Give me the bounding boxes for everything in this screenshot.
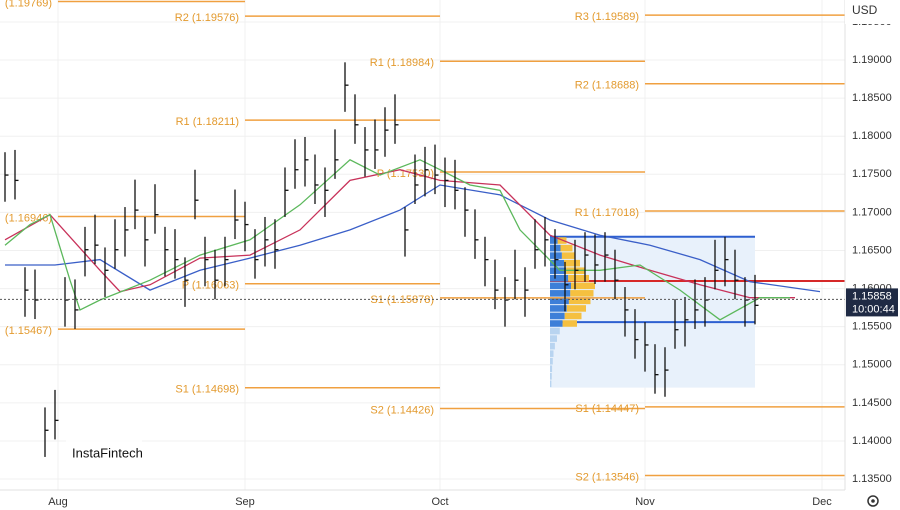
y-tick-label: 1.19000 bbox=[852, 54, 892, 66]
pivot-label: (1.15467) bbox=[5, 325, 52, 337]
y-tick-label: 1.14500 bbox=[852, 397, 892, 409]
pivot-label: (1.16946) bbox=[5, 212, 52, 224]
moving-average bbox=[4, 159, 790, 321]
y-tick-label: 1.13500 bbox=[852, 473, 892, 485]
profile-bar bbox=[560, 244, 573, 252]
moving-average bbox=[4, 169, 795, 299]
y-tick-label: 1.16500 bbox=[852, 244, 892, 256]
y-tick-label: 1.17000 bbox=[852, 206, 892, 218]
profile-bar bbox=[550, 350, 554, 357]
profile-bar bbox=[550, 335, 557, 342]
profile-bar bbox=[550, 373, 552, 380]
pivot-label: (1.19769) bbox=[5, 0, 52, 9]
watermark-box bbox=[66, 440, 142, 468]
last-price: 1.15858 bbox=[852, 290, 892, 302]
pivot-label: R1 (1.18984) bbox=[370, 57, 434, 69]
profile-bar bbox=[550, 327, 560, 335]
pivot-label: R3 (1.19589) bbox=[575, 11, 639, 23]
profile-bar bbox=[561, 252, 576, 259]
pivot-label: S1 (1.15878) bbox=[370, 294, 434, 306]
x-tick-label: Nov bbox=[635, 496, 655, 508]
profile-bar bbox=[568, 297, 591, 305]
currency-box bbox=[845, 0, 900, 24]
profile-bar bbox=[550, 290, 571, 297]
profile-bar bbox=[550, 305, 567, 312]
currency[interactable]: USD bbox=[852, 3, 878, 17]
profile-bar bbox=[550, 267, 567, 274]
profile-bar bbox=[550, 274, 569, 282]
profile-bar bbox=[564, 259, 580, 267]
y-tick-label: 1.17500 bbox=[852, 168, 892, 180]
x-tick-label: Aug bbox=[48, 496, 68, 508]
y-tick-label: 1.18000 bbox=[852, 130, 892, 142]
profile-bar bbox=[550, 320, 563, 327]
x-tick-label: Oct bbox=[431, 496, 448, 508]
y-tick-label: 1.14000 bbox=[852, 435, 892, 447]
settings-icon[interactable] bbox=[867, 495, 879, 507]
pivot-label: R2 (1.18688) bbox=[575, 80, 639, 92]
profile-bar bbox=[550, 252, 562, 259]
profile-bar bbox=[571, 282, 595, 290]
plot-area: (1.19769) (1.16946) (1.15467) R2 (1.19576) R… bbox=[0, 0, 845, 490]
pivot-label: P (1.16063) bbox=[182, 280, 239, 292]
profile-bar bbox=[568, 274, 589, 282]
profile-bar bbox=[550, 380, 552, 388]
profile-bar bbox=[566, 305, 586, 312]
profile-bar bbox=[550, 365, 553, 373]
price-axis bbox=[845, 0, 900, 510]
y-tick-label: 1.18500 bbox=[852, 92, 892, 104]
moving-average bbox=[5, 184, 821, 293]
profile-bar bbox=[550, 297, 569, 305]
profile-bar bbox=[564, 312, 582, 320]
profile-bar bbox=[570, 290, 594, 297]
pivot-label: R2 (1.19576) bbox=[175, 12, 239, 24]
profile-bar bbox=[550, 259, 564, 267]
profile-bar bbox=[550, 237, 558, 244]
profile-bar bbox=[550, 282, 571, 290]
value-area bbox=[550, 236, 755, 388]
pivot-label: R1 (1.18211) bbox=[176, 116, 239, 128]
x-tick-label: Sep bbox=[235, 496, 255, 508]
last-price-box bbox=[846, 288, 898, 317]
pivot-label: S2 (1.13546) bbox=[575, 471, 639, 483]
profile-bar bbox=[550, 312, 565, 320]
countdown: 10:00:44 bbox=[852, 303, 895, 315]
pivot-label: R1 (1.17018) bbox=[575, 207, 639, 219]
pivot-label: S1 (1.14447) bbox=[575, 403, 639, 415]
y-tick-label: 1.15500 bbox=[852, 321, 892, 333]
watermark: InstaFintech bbox=[72, 445, 143, 460]
profile-bar bbox=[550, 357, 553, 365]
profile-bar bbox=[550, 342, 555, 350]
y-tick-label: 1.15000 bbox=[852, 359, 892, 371]
pivot-label: S1 (1.14698) bbox=[175, 384, 239, 396]
x-tick-label: Dec bbox=[812, 496, 832, 508]
pivot-label: S2 (1.14426) bbox=[370, 404, 434, 416]
profile-bar bbox=[562, 320, 577, 327]
